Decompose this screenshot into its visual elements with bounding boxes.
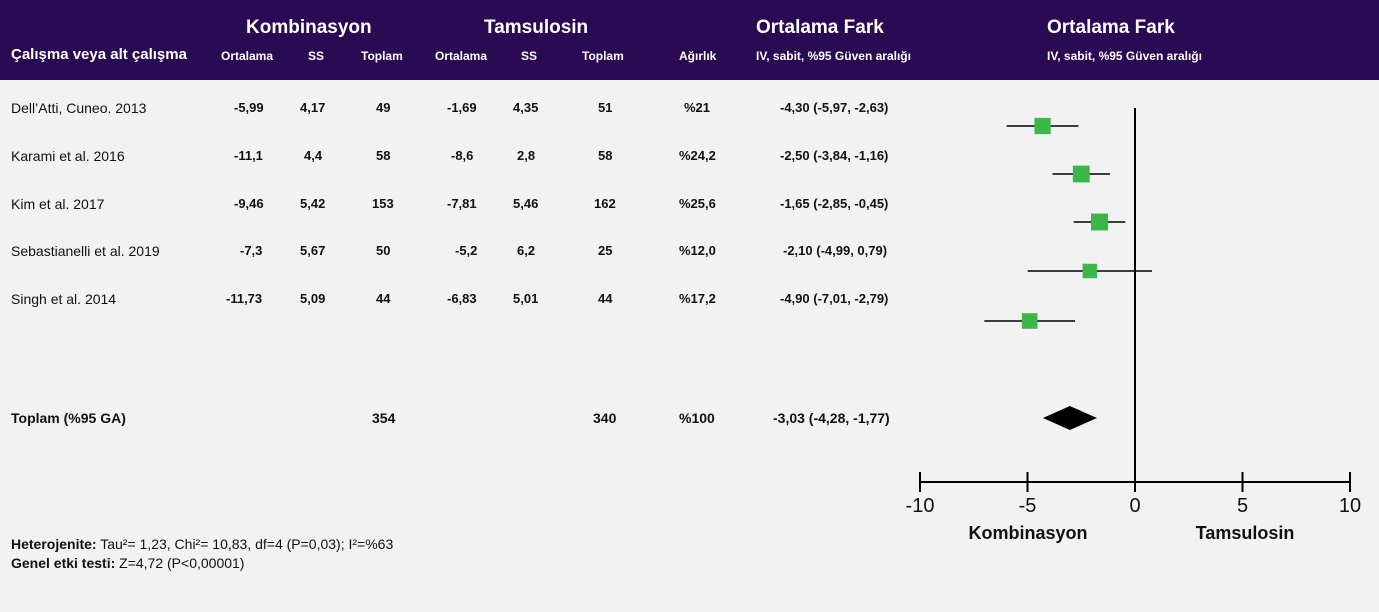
row-total-2: 51	[598, 100, 613, 115]
row-weight: %24,2	[679, 148, 716, 163]
row-mean-1: -7,3	[240, 243, 263, 258]
row-weight: %12,0	[679, 243, 716, 258]
total-ci: -3,03 (-4,28, -1,77)	[773, 410, 890, 426]
row-mean-2: -6,83	[447, 291, 477, 306]
heterogeneity-label: Heterojenite:	[11, 536, 97, 552]
row-sd-2: 4,35	[513, 100, 539, 115]
x-tick-label: -5	[1019, 495, 1037, 517]
row-weight: %21	[684, 100, 711, 115]
total-n-2: 340	[593, 410, 617, 426]
effect-marker	[1072, 165, 1090, 183]
weight-header: Ağırlık	[679, 49, 717, 63]
row-ci: -2,10 (-4,99, 0,79)	[783, 243, 888, 258]
effect-marker	[1091, 213, 1109, 231]
row-sd-1: 5,42	[300, 196, 326, 211]
total-header-1: Toplam	[361, 49, 403, 63]
row-mean-2: -8,6	[451, 148, 474, 163]
overall-effect-values: Z=4,72 (P<0,00001)	[115, 555, 245, 571]
x-tick-label: 5	[1237, 495, 1248, 517]
row-ci: -1,65 (-2,85, -0,45)	[780, 196, 889, 211]
row-total-2: 44	[598, 291, 613, 306]
row-mean-2: -5,2	[455, 243, 478, 258]
row-total-2: 162	[594, 196, 616, 211]
row-mean-2: -1,69	[447, 100, 477, 115]
sd-header-1: SS	[308, 49, 325, 63]
row-total-2: 58	[598, 148, 613, 163]
row-mean-1: -11,1	[234, 148, 263, 163]
row-ci: -4,30 (-5,97, -2,63)	[780, 100, 889, 115]
row-sd-2: 2,8	[517, 148, 536, 163]
effect-marker	[1021, 313, 1038, 329]
x-tick-label: -10	[906, 495, 935, 517]
row-sd-2: 5,46	[513, 196, 539, 211]
table-header: Kombinasyon Tamsulosin Ortalama Fark IV,…	[0, 0, 1379, 80]
study-column-header: Çalışma veya alt çalışma	[11, 46, 187, 63]
row-ci: -4,90 (-7,01, -2,79)	[780, 291, 889, 306]
mean-header-1: Ortalama	[221, 49, 274, 63]
x-tick-label: 10	[1339, 495, 1361, 517]
row-study: Singh et al. 2014	[11, 291, 117, 307]
heterogeneity-text: Heterojenite: Tau²= 1,23, Chi²= 10,83, d…	[11, 536, 393, 552]
total-header-2: Toplam	[582, 49, 624, 63]
row-mean-1: -11,73	[226, 291, 263, 306]
row-ci: -2,50 (-3,84, -1,16)	[780, 148, 889, 163]
effect-subtitle-left: IV, sabit, %95 Güven aralığı	[756, 49, 911, 63]
row-total-1: 44	[376, 291, 391, 306]
pooled-diamond	[1042, 406, 1097, 430]
row-study: Sebastianelli et al. 2019	[11, 243, 160, 259]
row-sd-2: 5,01	[513, 291, 539, 306]
effect-subtitle-right: IV, sabit, %95 Güven aralığı	[1047, 49, 1202, 63]
row-mean-1: -5,99	[234, 100, 264, 115]
row-study: Dell’Atti, Cuneo. 2013	[11, 100, 147, 116]
row-total-1: 49	[376, 100, 391, 115]
heterogeneity-values: Tau²= 1,23, Chi²= 10,83, df=4 (P=0,03); …	[96, 536, 394, 552]
row-sd-1: 5,67	[300, 243, 326, 258]
group2-title: Tamsulosin	[484, 17, 589, 38]
row-total-1: 153	[372, 196, 394, 211]
group1-title: Kombinasyon	[246, 17, 372, 38]
row-sd-1: 4,17	[300, 100, 326, 115]
total-weight: %100	[679, 410, 715, 426]
overall-effect-label: Genel etki testi:	[11, 555, 116, 571]
overall-effect-text: Genel etki testi: Z=4,72 (P<0,00001)	[11, 555, 244, 571]
row-study: Karami et al. 2016	[11, 148, 125, 164]
row-study: Kim et al. 2017	[11, 196, 105, 212]
left-favours-label: Kombinasyon	[968, 523, 1087, 543]
effect-title-right: Ortalama Fark	[1047, 17, 1175, 38]
row-sd-1: 5,09	[300, 291, 326, 306]
sd-header-2: SS	[521, 49, 538, 63]
row-mean-2: -7,81	[447, 196, 477, 211]
effect-marker	[1034, 117, 1051, 135]
row-mean-1: -9,46	[234, 196, 264, 211]
row-weight: %25,6	[679, 196, 716, 211]
row-sd-2: 6,2	[517, 243, 536, 258]
x-tick-label: 0	[1129, 495, 1140, 517]
row-total-2: 25	[598, 243, 613, 258]
effect-title-left: Ortalama Fark	[756, 17, 884, 38]
right-favours-label: Tamsulosin	[1196, 523, 1295, 543]
row-total-1: 50	[376, 243, 391, 258]
total-n-1: 354	[372, 410, 396, 426]
row-total-1: 58	[376, 148, 391, 163]
mean-header-2: Ortalama	[435, 49, 488, 63]
effect-marker	[1082, 263, 1098, 279]
row-sd-1: 4,4	[304, 148, 323, 163]
row-weight: %17,2	[679, 291, 716, 306]
total-label: Toplam (%95 GA)	[11, 410, 126, 426]
